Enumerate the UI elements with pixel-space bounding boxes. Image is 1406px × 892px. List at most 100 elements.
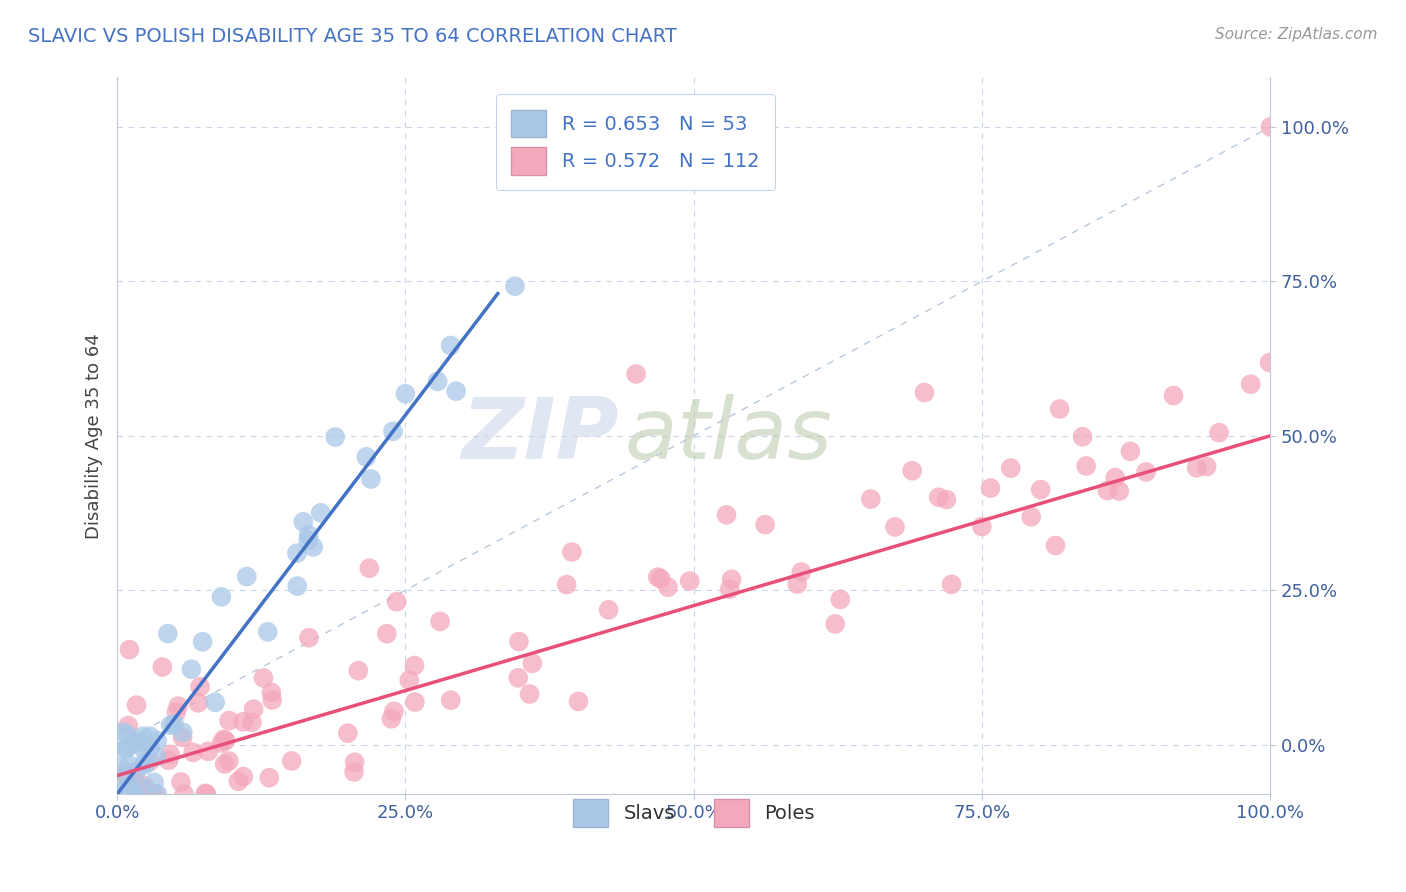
Point [901, 464, 924, 478]
Point [262, 693, 284, 707]
Point [508, 634, 530, 648]
Point [1260, 120, 1282, 134]
Point [382, 424, 405, 438]
Point [404, 695, 426, 709]
Point [172, 731, 194, 745]
Point [336, 726, 359, 740]
Point [1119, 444, 1142, 458]
Point [108, 759, 131, 773]
Point [191, 634, 214, 648]
Point [398, 673, 420, 688]
Point [108, 787, 131, 801]
Point [503, 279, 526, 293]
Point [235, 569, 257, 583]
Point [716, 508, 738, 522]
Point [240, 715, 263, 730]
Point [145, 749, 167, 764]
Point [297, 533, 319, 548]
Point [1104, 470, 1126, 484]
Point [212, 732, 235, 747]
Point [122, 787, 145, 801]
Point [112, 725, 135, 739]
Point [1097, 483, 1119, 498]
Point [385, 595, 408, 609]
Point [980, 481, 1002, 495]
Point [354, 450, 377, 464]
Point [118, 758, 141, 772]
Point [790, 565, 813, 579]
Point [786, 577, 808, 591]
Point [561, 545, 583, 559]
Point [165, 706, 187, 720]
Point [1195, 459, 1218, 474]
Point [138, 729, 160, 743]
Point [884, 520, 907, 534]
Point [214, 733, 236, 747]
Point [859, 491, 882, 506]
Point [170, 775, 193, 789]
Point [214, 757, 236, 772]
Point [720, 572, 742, 586]
Point [112, 770, 135, 784]
Point [380, 712, 402, 726]
Point [146, 787, 169, 801]
Point [194, 786, 217, 800]
Point [115, 765, 138, 780]
Point [426, 375, 449, 389]
Point [912, 385, 935, 400]
Point [159, 718, 181, 732]
Point [132, 729, 155, 743]
Point [204, 695, 226, 709]
Point [440, 693, 463, 707]
Point [285, 579, 308, 593]
Point [941, 577, 963, 591]
Point [1108, 483, 1130, 498]
Text: Source: ZipAtlas.com: Source: ZipAtlas.com [1215, 27, 1378, 42]
Point [232, 714, 254, 729]
Point [125, 698, 148, 712]
Point [108, 787, 131, 801]
Point [360, 472, 382, 486]
Point [1049, 401, 1071, 416]
Point [928, 490, 950, 504]
Text: atlas: atlas [624, 394, 832, 477]
Y-axis label: Disability Age 35 to 64: Disability Age 35 to 64 [86, 333, 103, 539]
Point [285, 546, 308, 560]
Point [394, 386, 416, 401]
Point [124, 734, 146, 748]
Point [195, 787, 218, 801]
Point [167, 699, 190, 714]
Point [309, 506, 332, 520]
Point [114, 742, 136, 756]
Point [108, 787, 131, 801]
Point [1045, 539, 1067, 553]
Point [141, 787, 163, 801]
Point [173, 787, 195, 801]
Point [555, 577, 578, 591]
Point [522, 657, 544, 671]
Point [197, 744, 219, 758]
Point [118, 767, 141, 781]
Point [359, 561, 381, 575]
Point [129, 777, 152, 791]
Point [598, 603, 620, 617]
Point [1240, 377, 1263, 392]
Point [292, 515, 315, 529]
Point [302, 540, 325, 554]
Point [118, 642, 141, 657]
Point [211, 736, 233, 750]
Point [232, 770, 254, 784]
Point [150, 660, 173, 674]
Point [134, 756, 156, 770]
Point [139, 740, 162, 755]
Point [382, 704, 405, 718]
Point [187, 696, 209, 710]
Point [519, 687, 541, 701]
Point [718, 582, 741, 596]
Point [188, 680, 211, 694]
Point [297, 528, 319, 542]
Point [624, 367, 647, 381]
Point [135, 781, 157, 796]
Point [110, 787, 132, 801]
Point [830, 592, 852, 607]
